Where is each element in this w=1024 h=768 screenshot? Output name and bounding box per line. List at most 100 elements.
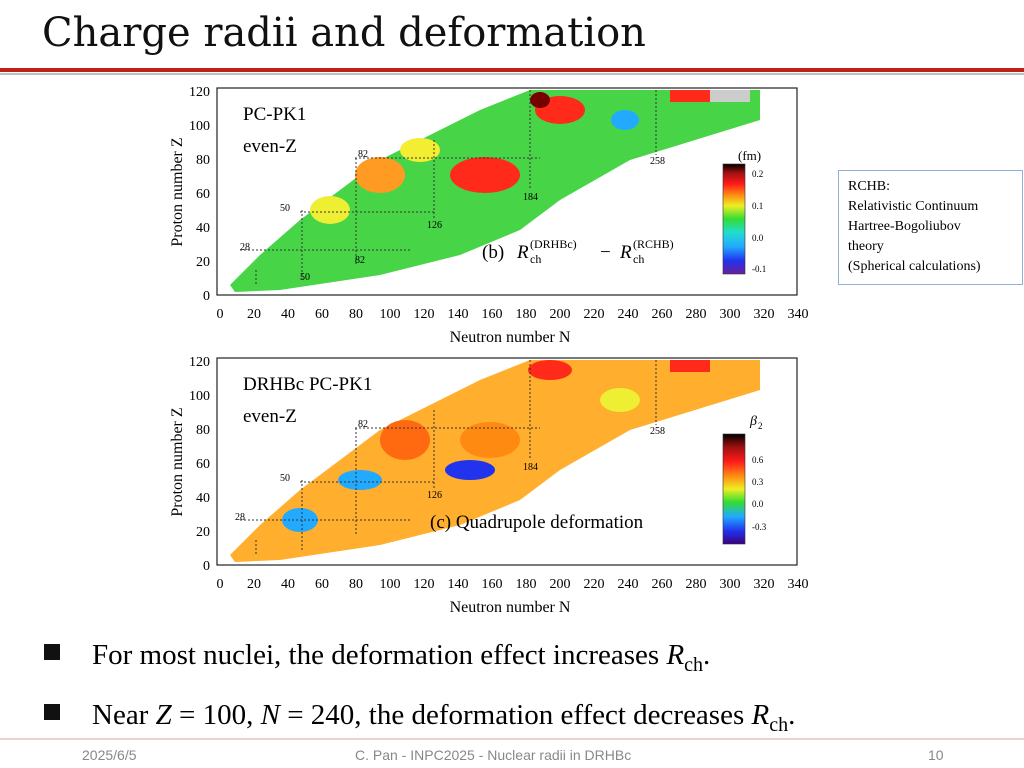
y-tick-label: 120	[189, 85, 210, 100]
x-tick-label: 100	[380, 577, 401, 592]
x-tick-label: 160	[482, 307, 503, 322]
title-underline	[0, 68, 1024, 72]
formula-r2: R	[619, 242, 632, 263]
y-tick-label: 60	[196, 457, 210, 472]
magic-number-label: 82	[358, 419, 368, 430]
x-tick-label: 300	[720, 307, 741, 322]
y-tick-label: 40	[196, 491, 210, 506]
magic-number-label: 184	[523, 192, 538, 203]
panel-b-colorbar-unit: (fm)	[738, 148, 761, 163]
formula-sup-drhbc: (DRHBc)	[530, 237, 577, 251]
x-tick-label: 220	[584, 307, 605, 322]
magic-number-label: 28	[240, 242, 250, 253]
panel-b-y-axis-label: Proton number Z	[169, 137, 186, 246]
x-tick-label: 240	[618, 307, 639, 322]
slide-title: Charge radii and deformation	[42, 10, 646, 56]
colorbar-tick: 0.1	[752, 201, 763, 211]
formula-sub-ch2: ch	[633, 252, 644, 266]
y-tick-label: 100	[189, 119, 210, 134]
panel-c-colorbar	[722, 433, 746, 545]
panel-b-x-axis-label: Neutron number N	[450, 329, 571, 346]
colorbar-tick: 0.3	[752, 477, 764, 487]
y-tick-label: 60	[196, 187, 210, 202]
magic-number-label: 258	[650, 156, 665, 167]
formula-r: R	[516, 242, 529, 263]
x-tick-label: 140	[448, 307, 469, 322]
magic-number-label: 50	[300, 272, 310, 283]
note-line: Hartree-Bogoliubov	[848, 219, 961, 234]
panel-b-label: (b)	[482, 242, 504, 263]
rchb-note-box: RCHB: Relativistic Continuum Hartree-Bog…	[838, 170, 1023, 285]
note-line: RCHB:	[848, 179, 891, 194]
x-tick-label: 340	[788, 307, 809, 322]
x-tick-label: 60	[315, 307, 329, 322]
y-tick-label: 80	[196, 153, 210, 168]
colorbar-tick: 0.0	[752, 499, 764, 509]
panel-c-even-z-label: even-Z	[243, 406, 297, 427]
colorbar-tick: -0.3	[752, 522, 767, 532]
magic-number-label: 82	[358, 149, 368, 160]
panel-b-colorbar	[722, 163, 746, 275]
formula-sub-ch: ch	[530, 252, 541, 266]
note-line: Relativistic Continuum	[848, 199, 979, 214]
magic-number-label: 82	[355, 255, 365, 266]
magic-number-label: 50	[280, 473, 290, 484]
x-tick-label: 60	[315, 577, 329, 592]
x-tick-label: 320	[754, 307, 775, 322]
magic-number-label: 258	[650, 426, 665, 437]
x-tick-label: 180	[516, 577, 537, 592]
x-tick-label: 300	[720, 577, 741, 592]
bullet-list: For most nuclei, the deformation effect …	[44, 630, 795, 750]
x-tick-label: 320	[754, 577, 775, 592]
x-tick-label: 220	[584, 577, 605, 592]
x-tick-label: 340	[788, 577, 809, 592]
y-tick-label: 20	[196, 255, 210, 270]
note-line: (Spherical calculations)	[848, 259, 981, 274]
y-tick-label: 20	[196, 525, 210, 540]
x-tick-label: 40	[281, 307, 295, 322]
panel-b-formula: (b) R (DRHBc) ch − R (RCHB) ch	[482, 237, 674, 266]
x-tick-label: 80	[349, 307, 363, 322]
x-tick-label: 200	[550, 577, 571, 592]
panel-c-x-axis-label: Neutron number N	[450, 599, 571, 616]
footer-page-number: 10	[928, 747, 944, 763]
y-tick-label: 100	[189, 389, 210, 404]
panel-c-model-label: DRHBc PC-PK1	[243, 374, 372, 395]
panel-b-model-label: PC-PK1	[243, 104, 306, 125]
x-tick-label: 120	[414, 307, 435, 322]
panel-c-colorbar-symbol: β	[749, 414, 757, 429]
x-tick-label: 200	[550, 307, 571, 322]
colorbar-tick: 0.0	[752, 233, 764, 243]
panel-c-colorbar-sub: 2	[758, 421, 763, 431]
x-tick-label: 180	[516, 307, 537, 322]
x-tick-label: 260	[652, 307, 673, 322]
colorbar-tick: 0.2	[752, 169, 763, 179]
magic-number-label: 28	[235, 512, 245, 523]
panel-c-y-axis-label: Proton number Z	[169, 407, 186, 516]
x-tick-label: 240	[618, 577, 639, 592]
bullet-item: For most nuclei, the deformation effect …	[44, 630, 795, 690]
x-tick-label: 260	[652, 577, 673, 592]
formula-minus: −	[600, 242, 611, 263]
panel-b-chart: 28 50 82 126 184 258 50 82 PC-PK1 even-Z…	[169, 85, 809, 346]
panel-c-caption: (c) Quadrupole deformation	[430, 512, 644, 533]
x-tick-label: 80	[349, 577, 363, 592]
x-tick-label: 280	[686, 307, 707, 322]
formula-sup-rchb: (RCHB)	[633, 237, 674, 251]
footer-date: 2025/6/5	[82, 747, 137, 763]
y-tick-label: 0	[203, 289, 210, 304]
bullet-item: Near Z = 100, N = 240, the deformation e…	[44, 690, 795, 750]
x-tick-label: 20	[247, 577, 261, 592]
title-underline-shadow	[0, 73, 1024, 75]
square-bullet-icon	[44, 703, 60, 720]
magic-number-label: 126	[427, 490, 442, 501]
x-tick-label: 0	[217, 307, 224, 322]
y-tick-label: 0	[203, 559, 210, 574]
x-tick-label: 20	[247, 307, 261, 322]
x-tick-label: 40	[281, 577, 295, 592]
x-tick-label: 280	[686, 577, 707, 592]
y-tick-label: 120	[189, 355, 210, 370]
footer-center-text: C. Pan - INPC2025 - Nuclear radii in DRH…	[355, 747, 632, 763]
y-tick-label: 40	[196, 221, 210, 236]
note-line: theory	[848, 239, 884, 254]
